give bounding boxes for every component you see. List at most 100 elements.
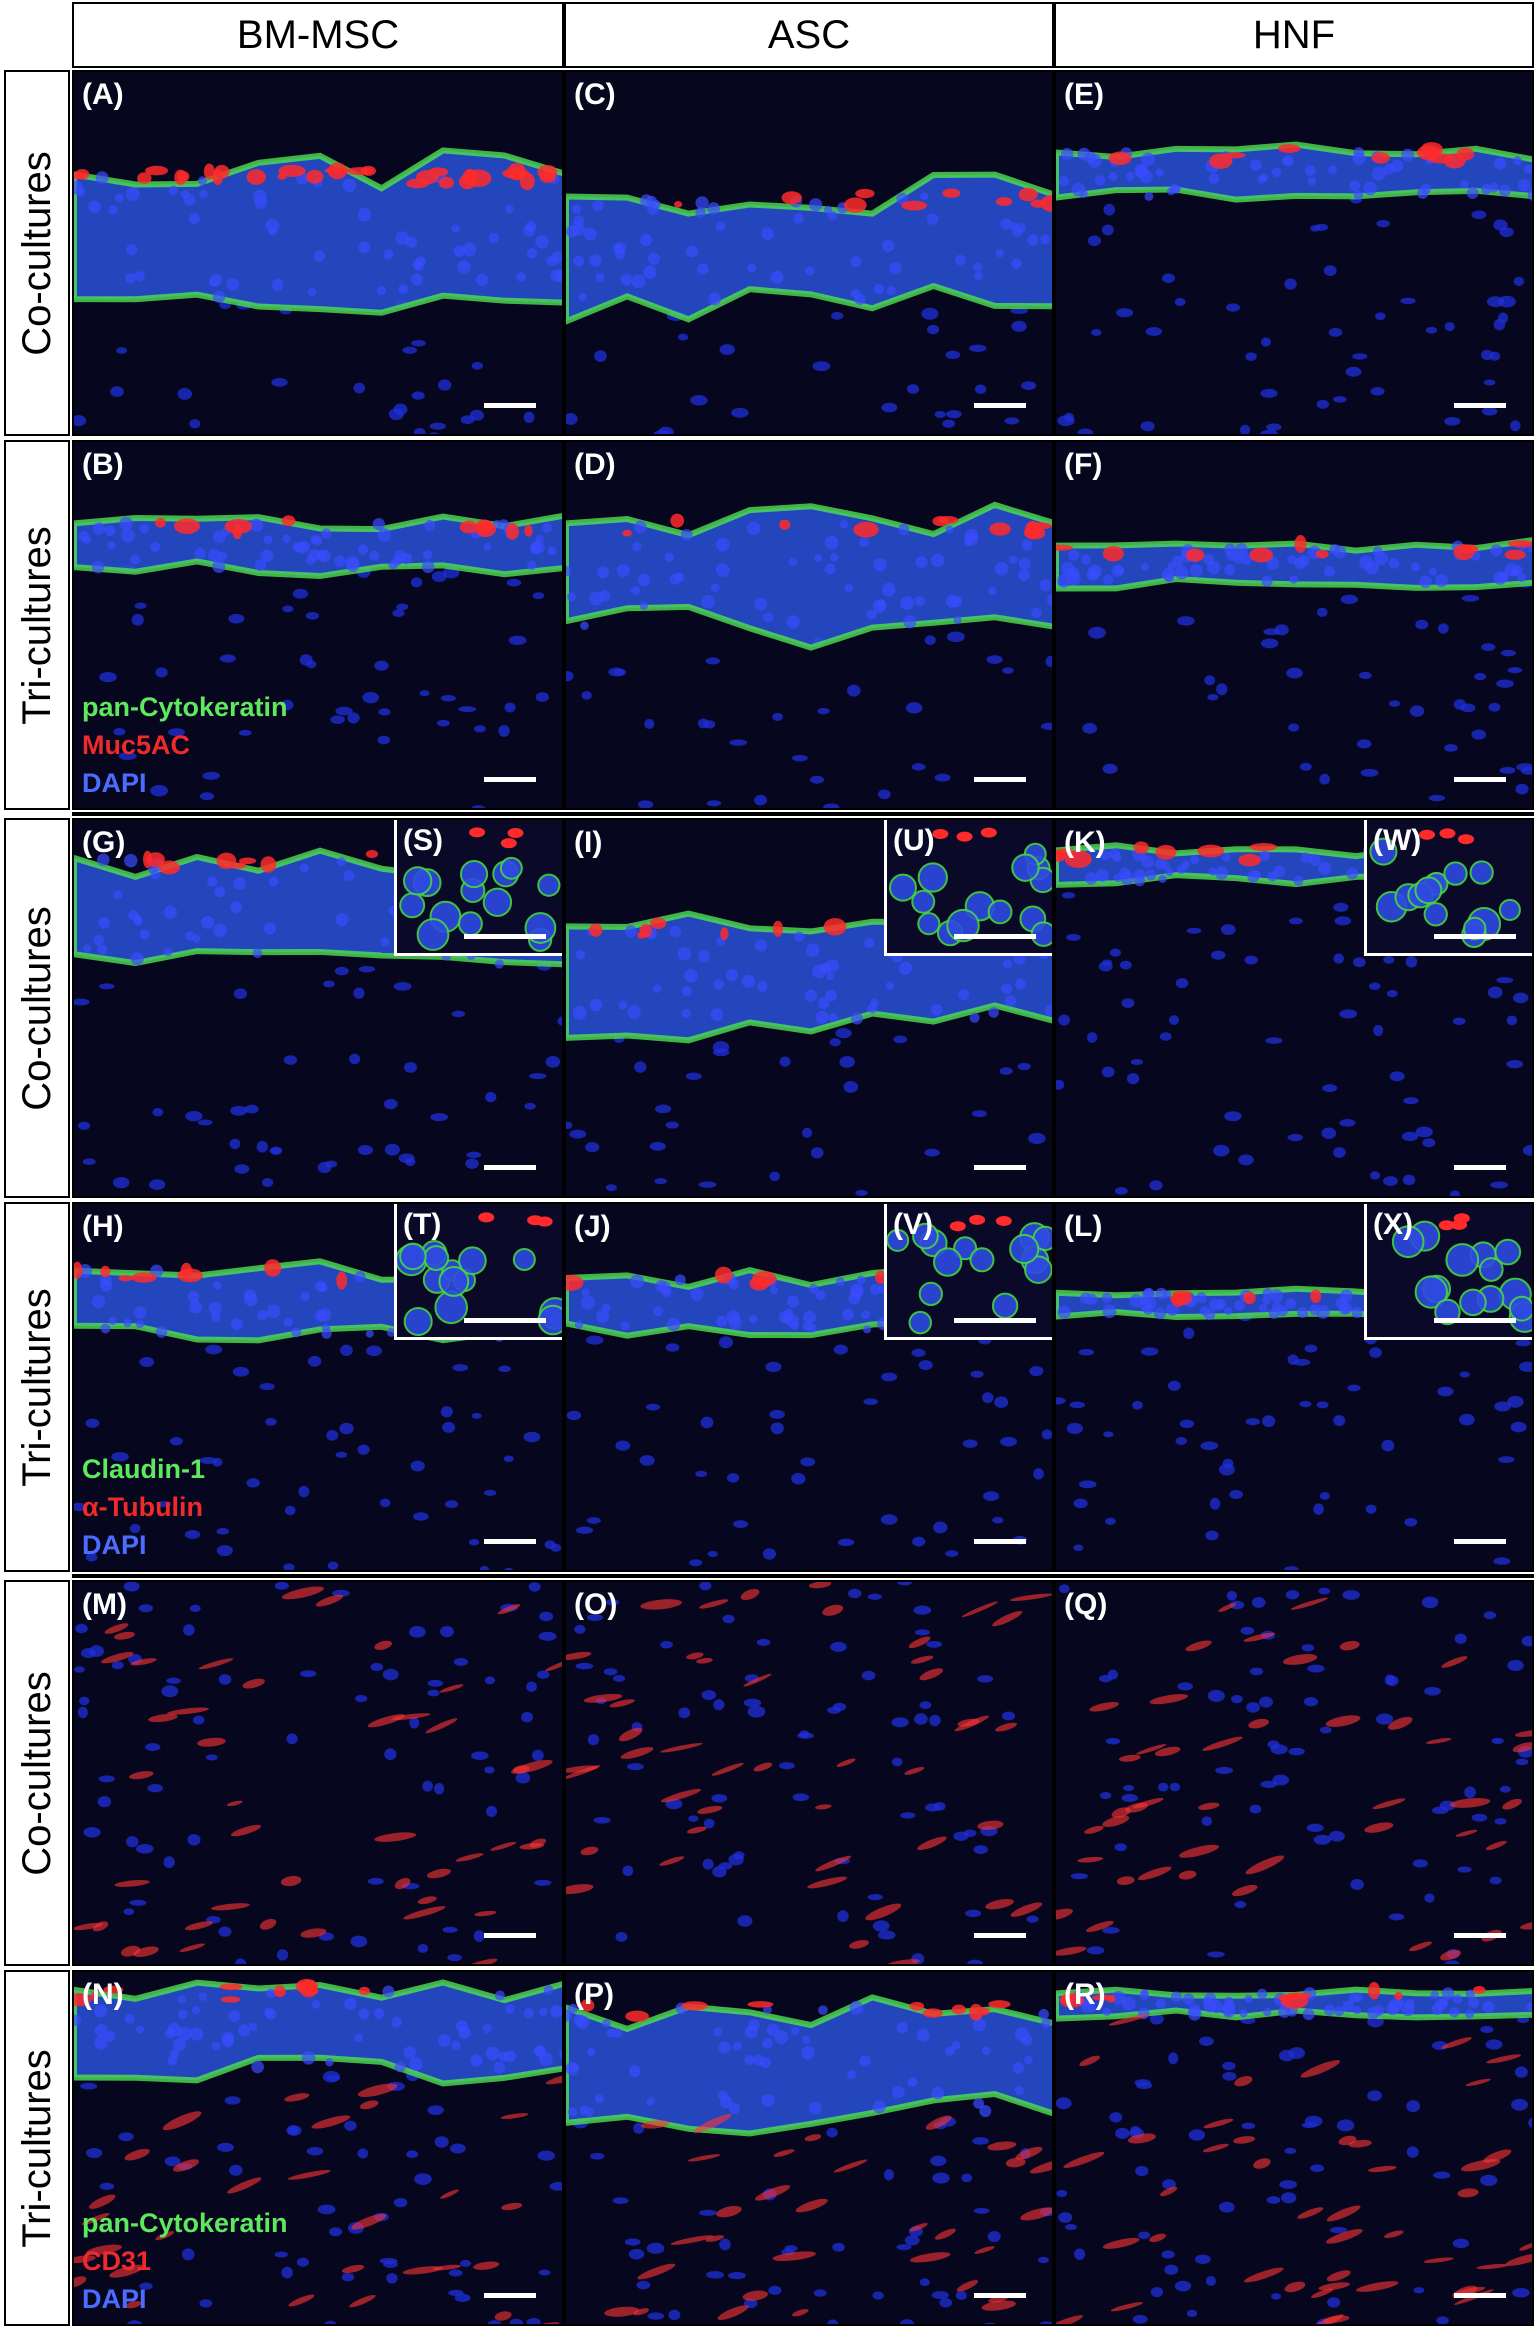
inset-label: (U) bbox=[893, 824, 935, 857]
panel-label: (D) bbox=[574, 448, 616, 481]
scale-bar bbox=[974, 2293, 1026, 2298]
row-label-tri-cultures-1: Tri-cultures bbox=[4, 440, 70, 810]
legend-entry: CD31 bbox=[82, 2246, 152, 2276]
micrograph-panel: (L) (X) bbox=[1054, 1202, 1534, 1572]
micrograph-panel: (G) (S) bbox=[72, 818, 564, 1198]
legend-entry: Muc5AC bbox=[82, 730, 191, 760]
scale-bar bbox=[1454, 777, 1506, 782]
fluorescence-image bbox=[1056, 442, 1532, 808]
scale-bar bbox=[974, 1933, 1026, 1938]
micrograph-panel: (R) bbox=[1054, 1970, 1534, 2326]
fluorescence-image bbox=[74, 442, 562, 808]
inset-panel: (T) bbox=[394, 1204, 562, 1340]
micrograph-panel: (C) bbox=[564, 70, 1054, 436]
panel-label: (Q) bbox=[1064, 1588, 1108, 1621]
fluorescence-image bbox=[566, 1972, 1052, 2324]
inset-label: (S) bbox=[403, 824, 443, 857]
micrograph-panel: (P) bbox=[564, 1970, 1054, 2326]
section-divider bbox=[72, 1574, 1534, 1578]
fluorescence-image bbox=[1056, 1972, 1532, 2324]
row-label-co-cultures-3: Co-cultures bbox=[4, 1580, 70, 1966]
fluorescence-image bbox=[74, 72, 562, 434]
inset-label: (T) bbox=[403, 1208, 442, 1241]
panel-label: (L) bbox=[1064, 1210, 1103, 1243]
legend-entry: pan-Cytokeratin bbox=[82, 692, 288, 722]
inset-panel: (X) bbox=[1364, 1204, 1532, 1340]
inset-label: (V) bbox=[893, 1208, 933, 1241]
stain-legend: pan-Cytokeratin Muc5AC DAPI bbox=[82, 688, 288, 802]
fluorescence-image bbox=[566, 72, 1052, 434]
inset-scale-bar bbox=[1434, 1318, 1516, 1323]
legend-entry: DAPI bbox=[82, 1530, 147, 1560]
stain-legend: pan-Cytokeratin CD31 DAPI bbox=[82, 2204, 288, 2318]
legend-entry: pan-Cytokeratin bbox=[82, 2208, 288, 2238]
scale-bar bbox=[484, 777, 536, 782]
micrograph-panel: (J) (V) bbox=[564, 1202, 1054, 1572]
scale-bar bbox=[1454, 1539, 1506, 1544]
inset-panel: (S) bbox=[394, 820, 562, 956]
panel-label: (G) bbox=[82, 826, 126, 859]
panel-label: (P) bbox=[574, 1978, 614, 2011]
scale-bar bbox=[1454, 2293, 1506, 2298]
micrograph-panel: (F) bbox=[1054, 440, 1534, 810]
inset-scale-bar bbox=[464, 934, 546, 939]
micrograph-panel: (Q) bbox=[1054, 1580, 1534, 1966]
fluorescence-image bbox=[74, 1972, 562, 2324]
column-header-asc: ASC bbox=[564, 2, 1054, 68]
fluorescence-image bbox=[74, 1582, 562, 1964]
micrograph-panel: (N) pan-Cytokeratin CD31 DAPI bbox=[72, 1970, 564, 2326]
legend-entry: DAPI bbox=[82, 2284, 147, 2314]
scale-bar bbox=[1454, 1165, 1506, 1170]
inset-scale-bar bbox=[954, 1318, 1036, 1323]
scale-bar bbox=[484, 1933, 536, 1938]
panel-label: (A) bbox=[82, 78, 124, 111]
inset-panel: (U) bbox=[884, 820, 1052, 956]
micrograph-panel: (H) (T) Claudin-1 α-Tubulin DAPI bbox=[72, 1202, 564, 1572]
section-divider bbox=[72, 812, 1534, 816]
micrograph-panel: (I) (U) bbox=[564, 818, 1054, 1198]
column-header-hnf: HNF bbox=[1054, 2, 1534, 68]
inset-scale-bar bbox=[464, 1318, 546, 1323]
legend-entry: α-Tubulin bbox=[82, 1492, 204, 1522]
scale-bar bbox=[484, 2293, 536, 2298]
micrograph-panel: (O) bbox=[564, 1580, 1054, 1966]
panel-label: (M) bbox=[82, 1588, 127, 1621]
column-header-label: BM-MSC bbox=[236, 12, 400, 57]
scale-bar bbox=[974, 777, 1026, 782]
micrograph-panel: (B) pan-Cytokeratin Muc5AC DAPI bbox=[72, 440, 564, 810]
panel-label: (E) bbox=[1064, 78, 1104, 111]
fluorescence-image bbox=[566, 442, 1052, 808]
scale-bar bbox=[484, 1539, 536, 1544]
panel-label: (F) bbox=[1064, 448, 1103, 481]
row-label-tri-cultures-2: Tri-cultures bbox=[4, 1202, 70, 1572]
panel-label: (K) bbox=[1064, 826, 1106, 859]
fluorescence-image bbox=[566, 1582, 1052, 1964]
inset-label: (X) bbox=[1373, 1208, 1413, 1241]
row-label-tri-cultures-3: Tri-cultures bbox=[4, 1970, 70, 2326]
inset-scale-bar bbox=[1434, 934, 1516, 939]
scale-bar bbox=[484, 1165, 536, 1170]
panel-label: (N) bbox=[82, 1978, 124, 2011]
panel-label: (R) bbox=[1064, 1978, 1106, 2011]
scale-bar bbox=[1454, 403, 1506, 408]
panel-label: (B) bbox=[82, 448, 124, 481]
panel-label: (I) bbox=[574, 826, 603, 859]
scale-bar bbox=[974, 1165, 1026, 1170]
panel-label: (J) bbox=[574, 1210, 611, 1243]
fluorescence-image bbox=[566, 820, 1052, 1196]
micrograph-panel: (K) (W) bbox=[1054, 818, 1534, 1198]
panel-label: (O) bbox=[574, 1588, 618, 1621]
micrograph-panel: (A) bbox=[72, 70, 564, 436]
legend-entry: DAPI bbox=[82, 768, 147, 798]
row-label-co-cultures-2: Co-cultures bbox=[4, 818, 70, 1198]
micrograph-panel: (M) bbox=[72, 1580, 564, 1966]
panel-label: (H) bbox=[82, 1210, 124, 1243]
micrograph-panel: (E) bbox=[1054, 70, 1534, 436]
stain-legend: Claudin-1 α-Tubulin DAPI bbox=[82, 1450, 205, 1564]
inset-scale-bar bbox=[954, 934, 1036, 939]
legend-entry: Claudin-1 bbox=[82, 1454, 206, 1484]
column-header-label: ASC bbox=[767, 12, 851, 57]
fluorescence-image bbox=[1056, 1582, 1532, 1964]
column-header-bm-msc: BM-MSC bbox=[72, 2, 564, 68]
scale-bar bbox=[1454, 1933, 1506, 1938]
